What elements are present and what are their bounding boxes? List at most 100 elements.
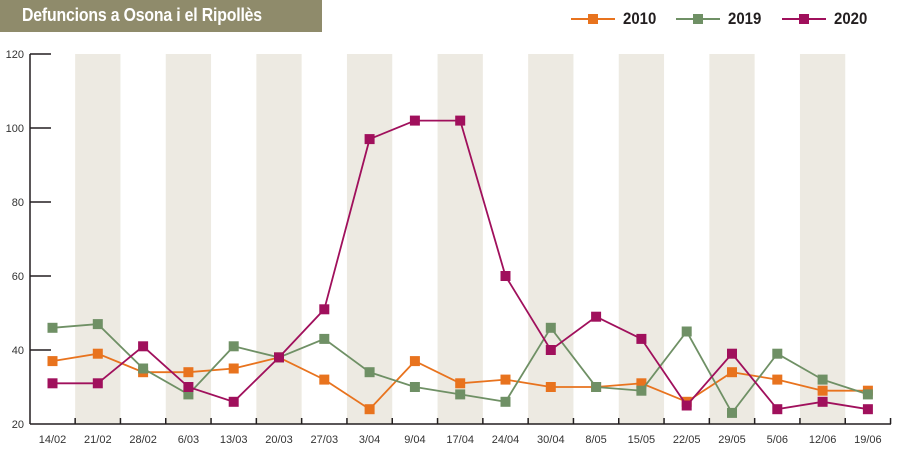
x-tick-label: 20/03 [265, 434, 293, 446]
data-point-2020 [727, 348, 737, 359]
data-point-2019 [591, 382, 602, 392]
background-band [799, 54, 846, 424]
data-point-2010 [772, 374, 783, 385]
data-point-2010 [364, 404, 375, 415]
background-band [75, 54, 121, 424]
data-point-2020 [862, 404, 873, 415]
data-point-2020 [500, 271, 511, 281]
data-point-2010 [183, 367, 194, 378]
chart-title: Defuncions a Osona i el Ripollès [22, 5, 262, 25]
data-point-2019 [47, 322, 58, 333]
data-point-2019 [500, 396, 511, 407]
x-tick-label: 28/02 [129, 434, 157, 446]
x-tick-label: 14/02 [39, 434, 67, 446]
data-point-2019 [228, 341, 239, 352]
data-point-2020 [817, 396, 828, 407]
data-point-2020 [681, 400, 692, 411]
background-bands [75, 54, 846, 424]
x-tick-label: 27/03 [311, 434, 339, 446]
data-point-2020 [455, 115, 466, 126]
x-tick-label: 19/06 [854, 434, 882, 446]
data-point-2019 [183, 389, 194, 400]
legend-swatch-2020 [782, 12, 827, 26]
x-tick-label: 13/03 [220, 434, 248, 446]
data-point-2019 [409, 382, 420, 392]
x-tick-label: 29/05 [718, 434, 746, 446]
data-point-2020 [274, 352, 284, 363]
data-point-2010 [500, 374, 511, 385]
x-tick-label: 5/06 [767, 434, 788, 446]
data-point-2019 [138, 363, 149, 374]
background-band [437, 54, 483, 424]
data-point-2019 [727, 407, 737, 418]
data-point-2020 [47, 378, 58, 389]
data-point-2020 [228, 396, 239, 407]
series-lines [47, 115, 873, 418]
background-band [709, 54, 755, 424]
data-point-2019 [319, 333, 330, 344]
data-point-2010 [319, 374, 330, 385]
data-point-2020 [409, 115, 420, 126]
data-point-2020 [636, 333, 647, 344]
data-point-2020 [364, 134, 375, 145]
data-point-2010 [636, 378, 647, 389]
data-point-2010 [545, 382, 556, 392]
data-point-2019 [545, 322, 556, 333]
x-tick-label: 21/02 [84, 434, 112, 446]
background-band [528, 54, 574, 424]
data-point-2019 [364, 367, 375, 378]
legend: 2010 2019 2020 [555, 8, 872, 30]
data-point-2010 [727, 367, 737, 378]
legend-item-2010: 2010 [570, 9, 661, 29]
x-tick-label: 8/05 [585, 434, 606, 446]
data-point-2020 [138, 341, 149, 352]
x-tick-label: 17/04 [446, 434, 474, 446]
data-point-2010 [817, 385, 828, 396]
data-point-2020 [319, 304, 330, 315]
data-point-2019 [455, 389, 466, 400]
legend-item-2019: 2019 [676, 9, 766, 29]
x-tick-label: 12/06 [809, 434, 837, 446]
background-band [256, 54, 302, 424]
legend-label-2020: 2020 [834, 9, 868, 28]
x-tick-label: 30/04 [537, 434, 565, 446]
data-point-2020 [545, 345, 556, 355]
legend-item-2020: 2020 [782, 9, 872, 29]
data-point-2020 [183, 382, 194, 392]
background-band [165, 54, 212, 424]
data-point-2020 [92, 378, 103, 389]
x-tick-label: 3/04 [359, 434, 380, 446]
background-band [346, 54, 393, 424]
x-tick-label: 24/04 [492, 434, 520, 446]
x-tick-label: 15/05 [628, 434, 656, 446]
data-point-2010 [455, 378, 466, 389]
x-tick-label: 6/03 [178, 434, 199, 446]
data-point-2010 [92, 348, 103, 359]
data-point-2010 [47, 356, 58, 367]
data-point-2020 [772, 404, 783, 415]
y-tick-label: 40 [12, 345, 24, 357]
legend-label-2010: 2010 [622, 9, 656, 28]
title-banner: Defuncions a Osona i el Ripollès [0, 0, 322, 32]
y-tick-label: 20 [12, 419, 24, 431]
x-tick-label: 9/04 [404, 434, 425, 446]
data-point-2019 [862, 389, 873, 400]
data-point-2020 [591, 311, 602, 322]
data-point-2019 [817, 374, 828, 385]
y-tick-label: 80 [12, 197, 24, 209]
tick-labels: 20 40 60 80 100 120 14/02 21/02 28/02 6/03 13/03 20… [6, 49, 882, 446]
data-point-2010 [409, 356, 420, 367]
data-point-2010 [228, 363, 239, 374]
axes [29, 53, 892, 425]
data-point-2019 [92, 319, 103, 330]
data-point-2019 [681, 326, 692, 337]
y-tick-label: 60 [12, 271, 24, 283]
x-tick-label: 22/05 [673, 434, 701, 446]
data-point-2019 [636, 385, 647, 396]
y-tick-label: 100 [6, 123, 24, 135]
data-point-2019 [772, 348, 783, 359]
y-tick-label: 120 [6, 49, 24, 61]
legend-label-2019: 2019 [728, 9, 762, 28]
legend-swatch-2010 [570, 12, 615, 26]
